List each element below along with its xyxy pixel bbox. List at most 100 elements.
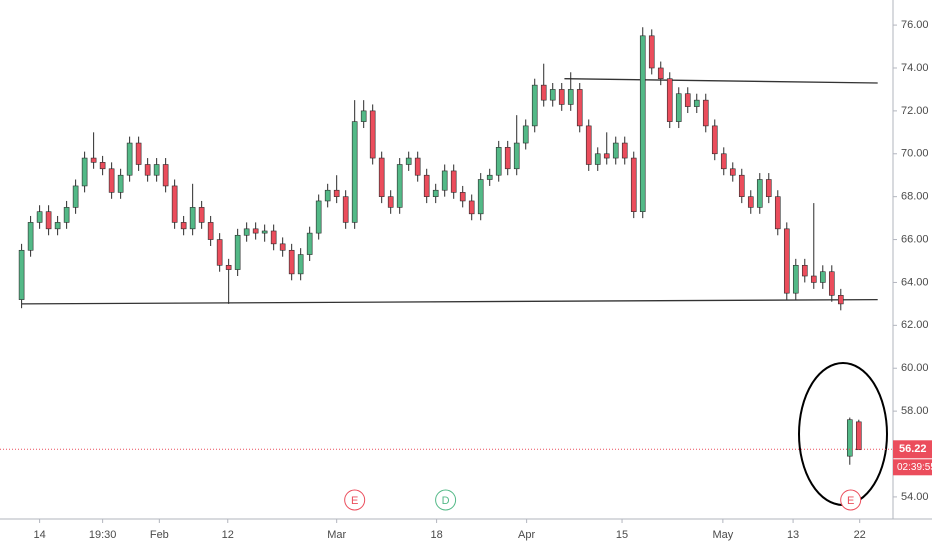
candle-body (414, 157, 421, 176)
y-tick-label: 54.00 (901, 491, 929, 503)
y-tick-label: 74.00 (901, 62, 929, 74)
candle-body (81, 157, 88, 187)
trend-line (21, 298, 878, 305)
candle-body (117, 174, 124, 193)
candle-body (603, 153, 610, 159)
y-tick-label: 58.00 (901, 405, 929, 417)
event-label: D (442, 495, 450, 507)
candle-body (693, 99, 700, 107)
candle-body (144, 164, 151, 176)
candle-body (216, 239, 223, 266)
x-tick-label: Mar (327, 529, 346, 541)
candle-body (495, 147, 502, 176)
candle-body (837, 295, 844, 305)
candle-body (630, 157, 637, 212)
candle-body (531, 84, 538, 127)
candle-body (108, 168, 115, 193)
x-tick-label: 12 (222, 529, 234, 541)
candle-body (171, 185, 178, 223)
candle-body (738, 174, 745, 197)
event-marker (435, 489, 457, 511)
candle-body (540, 84, 547, 101)
candle-body (639, 35, 646, 212)
x-tick-label: 18 (430, 529, 442, 541)
candle-body (801, 264, 808, 277)
candle-body (351, 121, 358, 223)
candle-body (792, 264, 799, 294)
candle-body (234, 234, 241, 270)
candle-body (621, 142, 628, 159)
candle-body (513, 142, 520, 170)
x-tick-label: May (712, 529, 733, 541)
candle-body (756, 179, 763, 208)
candle-body (396, 164, 403, 208)
candle-body (279, 243, 286, 251)
y-tick-label: 70.00 (901, 148, 929, 160)
candle-body (810, 275, 817, 283)
candle-body (459, 192, 466, 202)
candle-body (450, 170, 457, 193)
candle-body (747, 196, 754, 208)
countdown-label: 02:39:55 (897, 462, 932, 473)
candle-body (261, 230, 268, 234)
candle-body (504, 147, 511, 170)
candle-body (63, 207, 70, 223)
candle-body (549, 89, 556, 101)
countdown-box (893, 459, 932, 476)
candle-body (477, 179, 484, 215)
trend-line (564, 78, 878, 84)
candle-body (243, 228, 250, 236)
candle-body (657, 67, 664, 80)
event-marker (840, 489, 862, 511)
candle-body (783, 228, 790, 294)
x-tick-label: 19:30 (89, 529, 117, 541)
candle-body (72, 185, 79, 208)
last-price-box (893, 440, 932, 459)
candle-body (315, 200, 322, 234)
candle-body (180, 222, 187, 230)
candle-body (684, 93, 691, 107)
candle-body (567, 89, 574, 105)
candle-body (198, 207, 205, 223)
candle-body (378, 157, 385, 197)
candle-body (774, 196, 781, 230)
candle-body (765, 179, 772, 197)
candle-body (855, 421, 862, 451)
candle-body (252, 228, 259, 234)
candle-body (162, 164, 169, 187)
candle-body (90, 157, 97, 163)
candle-body (576, 89, 583, 127)
candle-body (558, 89, 565, 105)
candle-body (306, 232, 313, 255)
candle-body (702, 99, 709, 127)
y-tick-label: 64.00 (901, 276, 929, 288)
candle-body (99, 162, 106, 170)
candle-body (432, 189, 439, 197)
candle-body (45, 211, 52, 230)
x-tick-label: 13 (787, 529, 799, 541)
candle-body (405, 157, 412, 165)
candle-body (18, 249, 25, 300)
x-tick-label: 15 (616, 529, 628, 541)
candle-body (846, 419, 853, 457)
candle-body (135, 142, 142, 165)
candle-body (819, 271, 826, 283)
candle-body (189, 207, 196, 230)
x-tick-label: Apr (518, 529, 535, 541)
x-tick-label: Feb (150, 529, 169, 541)
candle-body (522, 125, 529, 144)
candle-body (675, 93, 682, 122)
candle-body (36, 211, 43, 223)
candle-body (729, 168, 736, 176)
candle-body (297, 254, 304, 275)
candle-body (207, 222, 214, 240)
event-label: E (847, 495, 854, 507)
candle-body (387, 196, 394, 208)
candle-body (423, 174, 430, 197)
y-tick-label: 60.00 (901, 362, 929, 374)
candle-body (333, 189, 340, 197)
candle-body (342, 196, 349, 223)
event-marker (344, 489, 366, 511)
event-label: E (351, 495, 358, 507)
